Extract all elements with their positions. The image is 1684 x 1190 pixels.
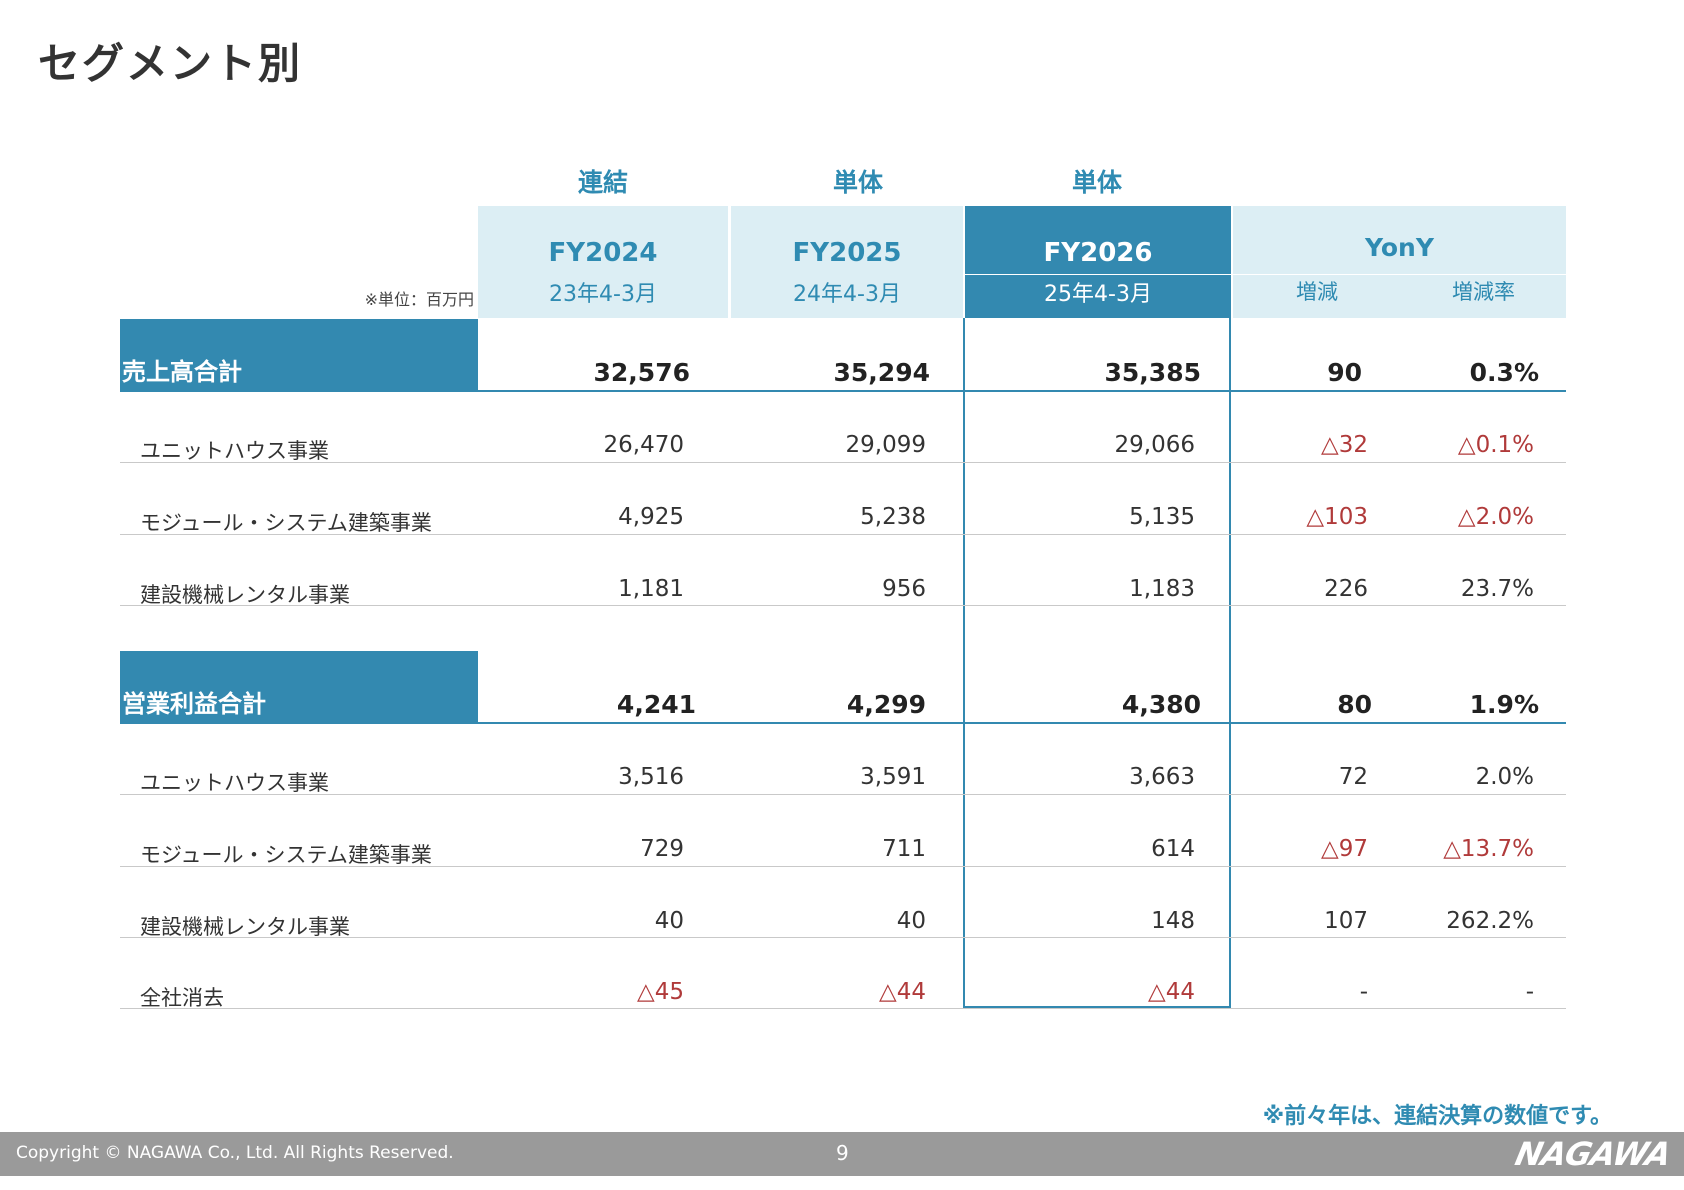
op-total-fy2025: 4,299: [846, 690, 926, 719]
op-total-rate: 1.9%: [1469, 690, 1539, 719]
op-row-change: △97: [1321, 836, 1368, 862]
op-total-fy2024: 4,241: [616, 690, 696, 719]
op-row-value: 148: [1151, 908, 1195, 934]
group-label-fy2025: 単体: [832, 168, 883, 197]
op-row-rate: △13.7%: [1443, 836, 1534, 862]
op-row-name: 全社消去: [140, 986, 224, 1010]
nagawa-logo: NAGAWA: [1512, 1135, 1675, 1173]
op-row-value: △44: [1148, 979, 1195, 1005]
op-row-value: △44: [879, 979, 926, 1005]
header-fy2025-period: 24年4-3月: [793, 282, 901, 307]
op-row-value: 40: [654, 908, 684, 934]
group-label-fy2026: 単体: [1071, 168, 1122, 197]
op-row-value: 729: [640, 836, 684, 862]
section-label-sales: 売上高合計: [120, 319, 478, 391]
page-title: セグメント別: [38, 39, 303, 88]
page-number: 9: [836, 1141, 849, 1165]
op-row-change: 107: [1324, 908, 1368, 934]
footnote: ※前々年は、連結決算の数値です。: [1262, 1104, 1612, 1129]
op-row-rate: 262.2%: [1446, 908, 1534, 934]
header-yony-rate: 増減率: [1452, 280, 1515, 304]
sales-total-rate: 0.3%: [1469, 358, 1539, 387]
header-fy2024-year: FY2024: [548, 238, 658, 268]
header-fy2024-period: 23年4-3月: [549, 282, 657, 307]
header-fy2026-year: FY2026: [1043, 238, 1153, 268]
header-yony-divider: [1233, 274, 1566, 275]
sales-row-value: 956: [882, 576, 926, 602]
sales-total-fy2025: 35,294: [833, 358, 930, 387]
sales-row-name: 建設機械レンタル事業: [140, 583, 350, 607]
sales-row-change: △103: [1306, 504, 1368, 530]
sales-row-value: 26,470: [603, 432, 684, 458]
header-fy2026-period: 25年4-3月: [1044, 282, 1152, 307]
sales-row-change: 226: [1324, 576, 1368, 602]
op-row-rate: 2.0%: [1475, 764, 1534, 790]
sales-row-value: 29,066: [1114, 432, 1195, 458]
sales-row-change: △32: [1321, 432, 1368, 458]
row-divider: [120, 605, 1566, 606]
sales-row-value: 4,925: [618, 504, 684, 530]
row-divider: [120, 462, 1566, 463]
sales-row-name: ユニットハウス事業: [140, 439, 329, 463]
header-yony-label: YonY: [1365, 233, 1434, 262]
row-divider: [120, 534, 1566, 535]
op-row-value: 3,516: [618, 764, 684, 790]
op-row-value: 711: [882, 836, 926, 862]
op-row-value: 40: [896, 908, 926, 934]
header-yony-change: 増減: [1296, 280, 1338, 304]
row-divider: [120, 937, 1566, 938]
op-total-fy2026: 4,380: [1121, 690, 1201, 719]
header-fy2026-divider: [965, 274, 1231, 275]
row-divider: [120, 866, 1566, 867]
header-fy2025: FY2025 24年4-3月: [731, 206, 963, 318]
op-row-value: 614: [1151, 836, 1195, 862]
sales-total-underline: [120, 390, 1566, 392]
sales-row-rate: △0.1%: [1457, 432, 1534, 458]
sales-total-fy2024: 32,576: [593, 358, 690, 387]
sales-row-value: 1,183: [1129, 576, 1195, 602]
sales-row-rate: 23.7%: [1460, 576, 1534, 602]
footer-bar: Copyright © NAGAWA Co., Ltd. All Rights …: [0, 1132, 1684, 1176]
sales-row-name: モジュール・システム建築事業: [140, 511, 432, 535]
group-label-fy2024: 連結: [577, 168, 628, 197]
op-row-name: ユニットハウス事業: [140, 771, 329, 795]
op-row-name: モジュール・システム建築事業: [140, 843, 432, 867]
op-row-value: 3,663: [1129, 764, 1195, 790]
op-row-value: 3,591: [860, 764, 926, 790]
op-total-underline: [120, 722, 1566, 724]
header-yony: YonY 増減 増減率: [1233, 206, 1566, 318]
copyright-text: Copyright © NAGAWA Co., Ltd. All Rights …: [16, 1143, 454, 1163]
section-label-operating-profit: 営業利益合計: [120, 651, 478, 723]
op-row-rate: -: [1525, 979, 1534, 1005]
unit-label: ※単位：百万円: [364, 290, 474, 309]
op-row-change: 72: [1338, 764, 1368, 790]
sales-total-fy2026: 35,385: [1104, 358, 1201, 387]
sales-row-value: 1,181: [618, 576, 684, 602]
sales-row-value: 5,238: [860, 504, 926, 530]
op-total-change: 80: [1337, 690, 1372, 719]
op-row-change: -: [1359, 979, 1368, 1005]
sales-total-change: 90: [1327, 358, 1362, 387]
header-fy2026: FY2026 25年4-3月: [965, 206, 1231, 318]
sales-row-value: 29,099: [845, 432, 926, 458]
row-divider: [120, 794, 1566, 795]
sales-row-value: 5,135: [1129, 504, 1195, 530]
sales-row-rate: △2.0%: [1457, 504, 1534, 530]
op-row-value: △45: [637, 979, 684, 1005]
header-fy2025-year: FY2025: [792, 238, 902, 268]
header-fy2024: FY2024 23年4-3月: [478, 206, 728, 318]
op-row-name: 建設機械レンタル事業: [140, 915, 350, 939]
fy2026-highlight-frame: [963, 318, 1231, 1008]
row-divider: [120, 1008, 1566, 1009]
